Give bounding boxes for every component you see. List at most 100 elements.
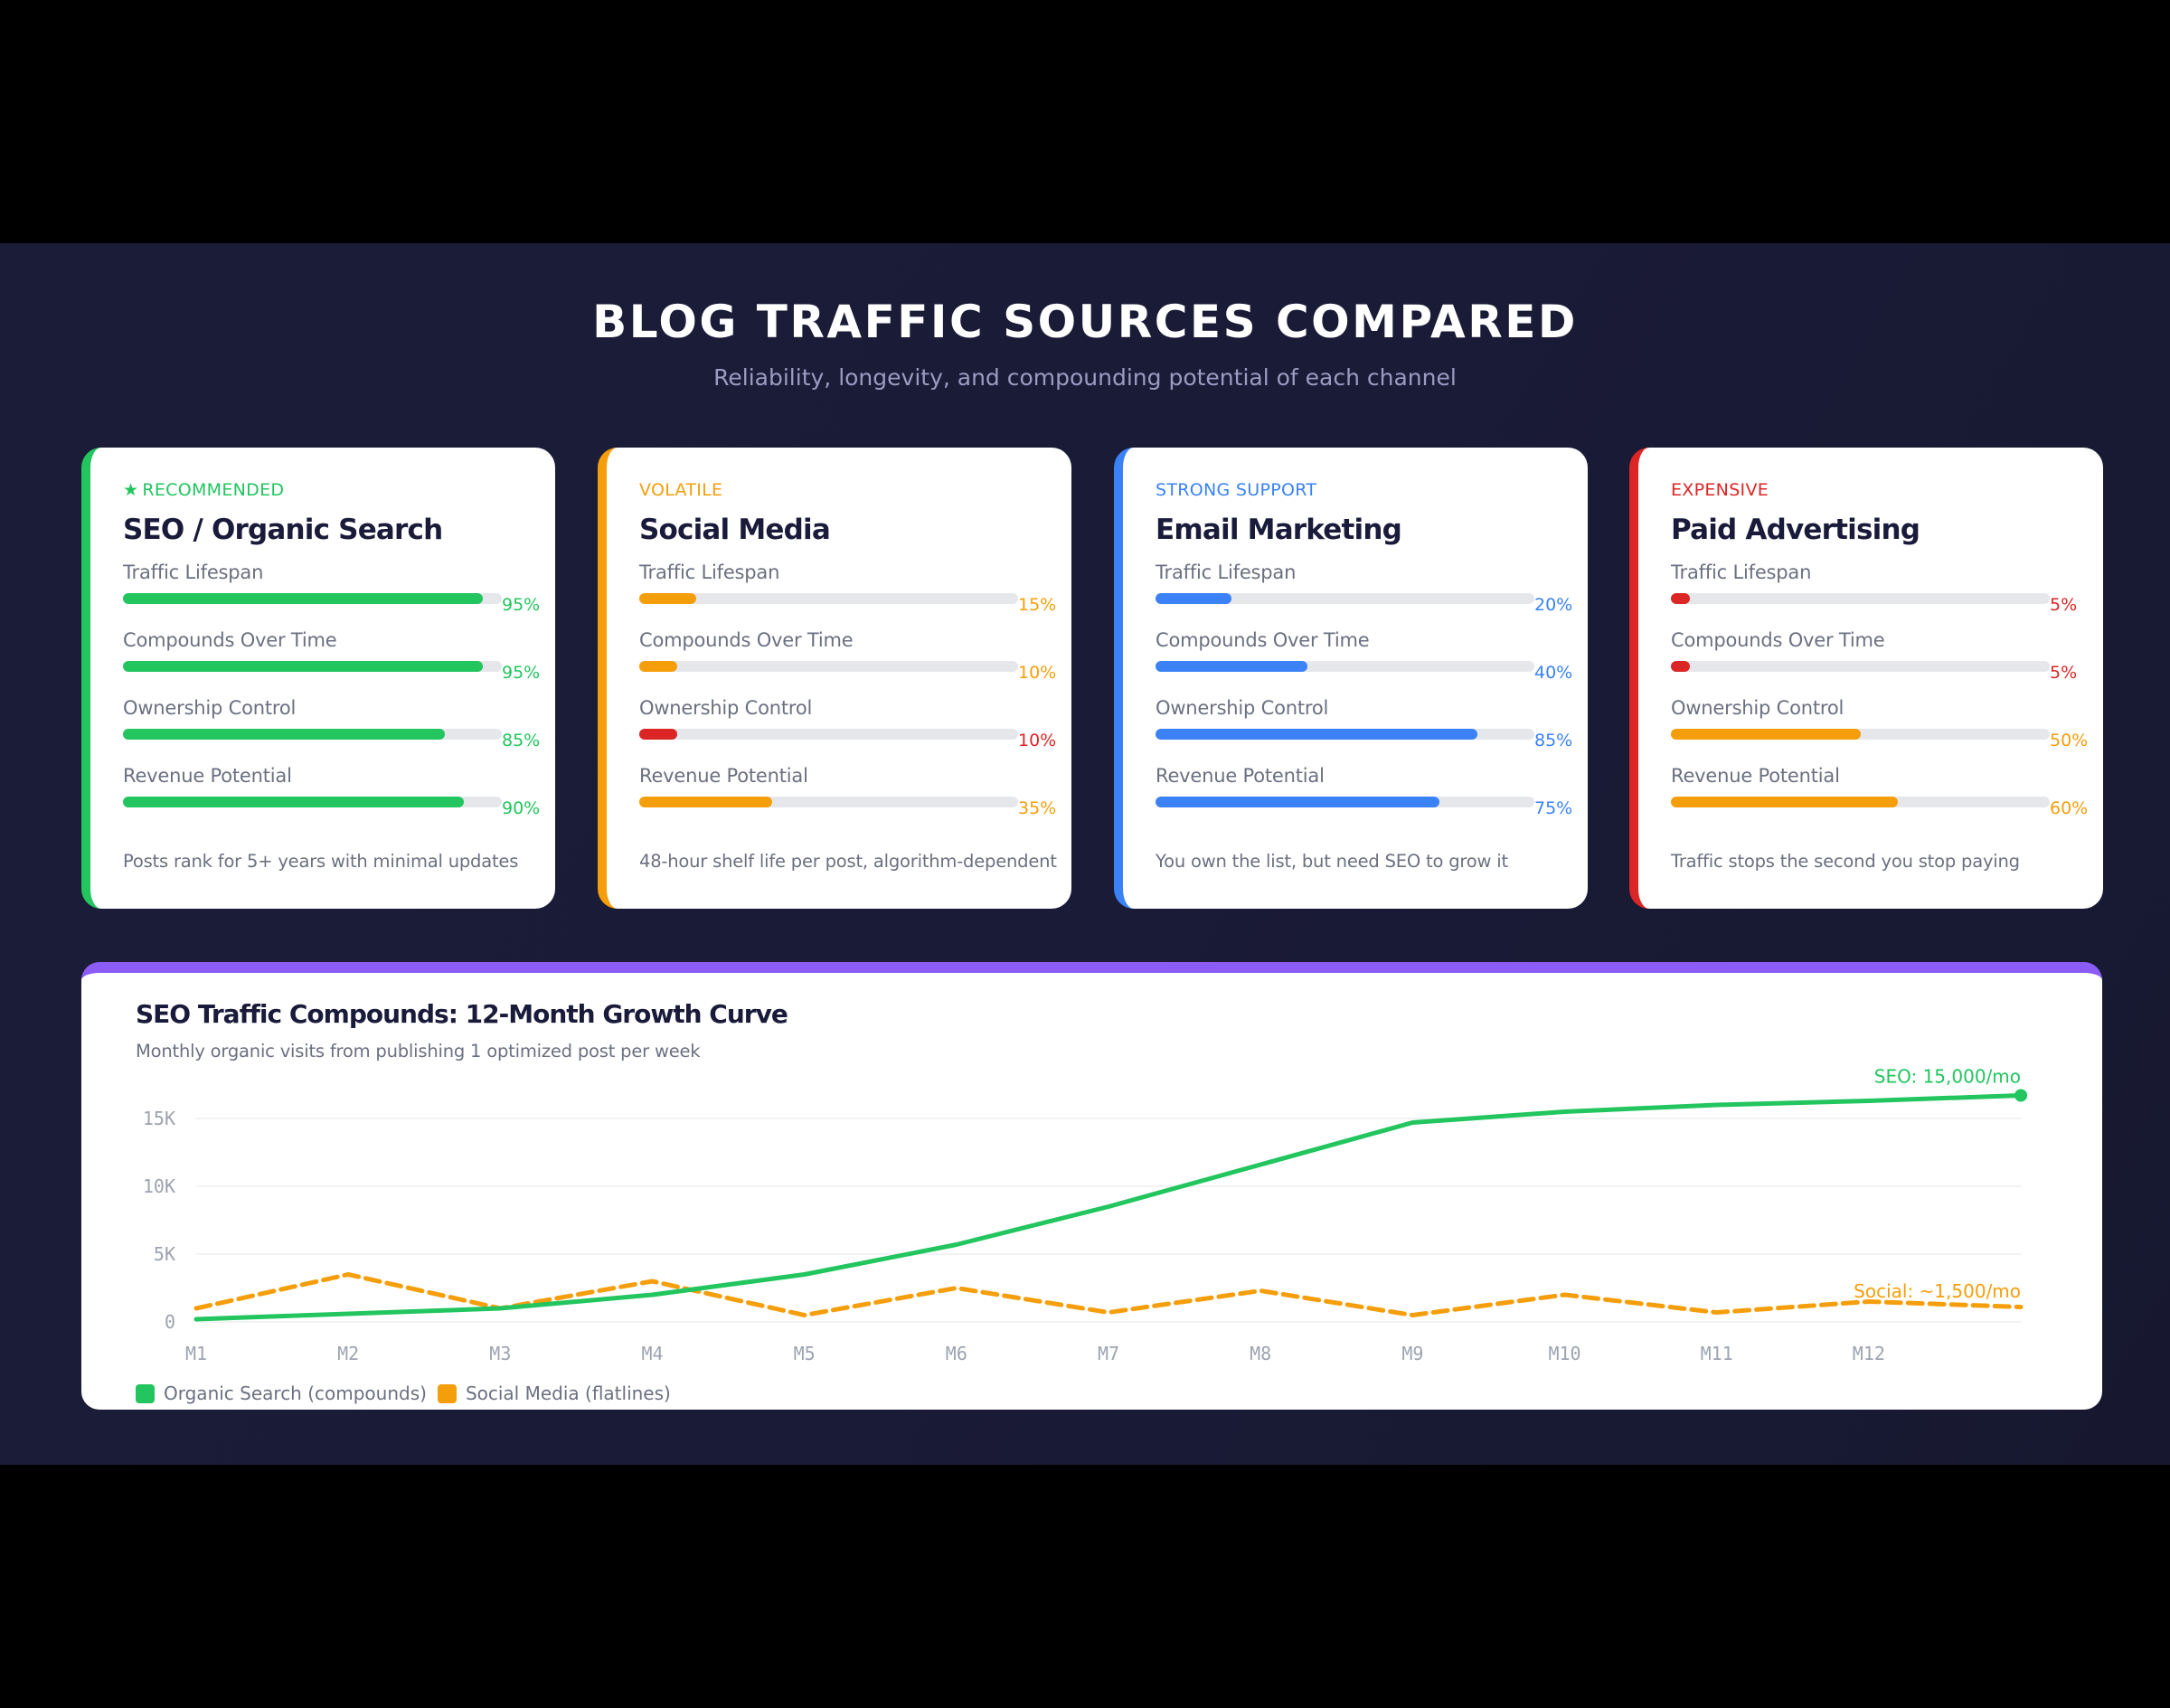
metric-row: Ownership Control 50% [1671,695,2103,763]
metric-label: Traffic Lifespan [1671,561,1812,583]
metric-row: Ownership Control 10% [639,695,1071,763]
metric-label: Traffic Lifespan [639,561,780,583]
legend-label-social: Social Media (flatlines) [465,1382,671,1404]
progress-fill [123,593,484,604]
metric-label: Compounds Over Time [123,629,337,651]
legend-swatch-social [437,1383,457,1403]
metric-row: Revenue Potential 75% [1156,763,1588,831]
metric-label: Revenue Potential [1156,765,1325,787]
chart-legend: Organic Search (compounds) Social Media … [136,1382,673,1404]
chart-panel: SEO Traffic Compounds: 12-Month Growth C… [81,962,2102,1410]
metric-percent: 95% [502,595,541,615]
metric-label: Compounds Over Time [639,629,854,651]
metric-label: Ownership Control [1156,697,1329,719]
card-title: Social Media [639,514,831,546]
progress-track [639,729,1018,740]
metric-row: Traffic Lifespan 15% [639,560,1071,628]
metric-percent: 90% [502,798,541,818]
progress-fill [123,661,484,672]
metric-label: Compounds Over Time [1671,629,1885,651]
card-badge: STRONG SUPPORT [1156,480,1588,500]
progress-track [1156,797,1534,807]
metric-percent: 20% [1534,595,1573,615]
card-paid: EXPENSIVE Paid Advertising Traffic Lifes… [1629,448,2103,909]
metric-percent: 10% [1018,663,1057,683]
metric-percent: 5% [2050,663,2078,683]
metric-percent: 50% [2050,731,2089,750]
metric-label: Traffic Lifespan [123,561,264,583]
metric-label: Revenue Potential [123,765,292,787]
progress-track [123,797,502,807]
progress-fill [123,797,465,807]
progress-fill [1156,729,1478,740]
metric-list: Traffic Lifespan 5% Compounds Over Time 5% O… [1671,560,2103,831]
metric-row: Traffic Lifespan 20% [1156,560,1588,628]
progress-fill [1671,729,1861,740]
progress-track [123,593,502,604]
metric-label: Ownership Control [123,697,297,719]
badge-label: STRONG SUPPORT [1156,480,1317,500]
progress-fill [639,661,677,672]
card-badge: EXPENSIVE [1671,480,2103,500]
progress-fill [1156,593,1231,604]
progress-track [123,661,502,672]
metric-percent: 15% [1018,595,1057,615]
legend-item-social[interactable]: Social Media (flatlines) [437,1382,671,1404]
progress-fill [1156,661,1307,672]
metric-row: Traffic Lifespan 95% [123,560,555,628]
metric-label: Ownership Control [639,697,813,719]
progress-track [639,593,1018,604]
progress-track [1671,729,2050,740]
card-title: SEO / Organic Search [123,514,443,546]
metric-percent: 60% [2050,798,2089,818]
page-subtitle: Reliability, longevity, and compounding … [713,364,1457,391]
card-badge: VOLATILE [639,480,1071,500]
progress-fill [123,729,446,740]
progress-fill [1156,797,1440,807]
progress-track [1156,661,1534,672]
metric-percent: 40% [1534,663,1573,683]
progress-track [1156,729,1534,740]
progress-track [1671,661,2050,672]
metric-percent: 85% [1534,731,1573,750]
card-footer: Posts rank for 5+ years with minimal upd… [123,851,519,872]
card-title: Paid Advertising [1671,514,1920,546]
metric-row: Compounds Over Time 40% [1156,628,1588,695]
metric-list: Traffic Lifespan 20% Compounds Over Time 40… [1156,560,1588,831]
progress-fill [639,797,772,807]
card-social: VOLATILE Social Media Traffic Lifespan 15… [598,448,1071,909]
card-title: Email Marketing [1156,514,1402,546]
metric-percent: 85% [502,731,541,750]
metric-percent: 75% [1534,798,1573,818]
metric-label: Compounds Over Time [1156,629,1370,651]
card-email: STRONG SUPPORT Email Marketing Traffic L… [1114,448,1588,909]
metric-row: Compounds Over Time 5% [1671,628,2103,695]
progress-track [639,661,1018,672]
legend-label-organic: Organic Search (compounds) [164,1382,427,1404]
progress-fill [1671,797,1899,807]
metric-label: Ownership Control [1671,697,1844,719]
page-title: BLOG TRAFFIC SOURCES COMPARED [592,296,1578,348]
card-seo: ★ RECOMMENDED SEO / Organic Search Traffi… [81,448,555,909]
metric-percent: 5% [2050,595,2078,615]
badge-label: RECOMMENDED [142,480,285,500]
chart-title: SEO Traffic Compounds: 12-Month Growth C… [136,999,788,1029]
metric-row: Revenue Potential 35% [639,763,1071,831]
legend-swatch-organic [136,1383,155,1403]
metric-percent: 95% [502,663,541,683]
metric-row: Compounds Over Time 10% [639,628,1071,695]
metric-row: Ownership Control 85% [123,695,555,763]
card-footer: You own the list, but need SEO to grow i… [1156,851,1508,872]
metric-row: Traffic Lifespan 5% [1671,560,2103,628]
metric-label: Revenue Potential [1671,765,1840,787]
progress-fill [1671,661,1690,672]
metric-row: Revenue Potential 90% [123,763,555,831]
badge-label: VOLATILE [639,480,723,500]
progress-fill [639,729,677,740]
legend-item-organic[interactable]: Organic Search (compounds) [136,1382,427,1404]
card-footer: Traffic stops the second you stop paying [1671,851,2020,872]
metric-row: Ownership Control 85% [1156,695,1588,763]
progress-fill [1671,593,1690,604]
metric-percent: 10% [1018,731,1057,750]
metric-label: Revenue Potential [639,765,808,787]
